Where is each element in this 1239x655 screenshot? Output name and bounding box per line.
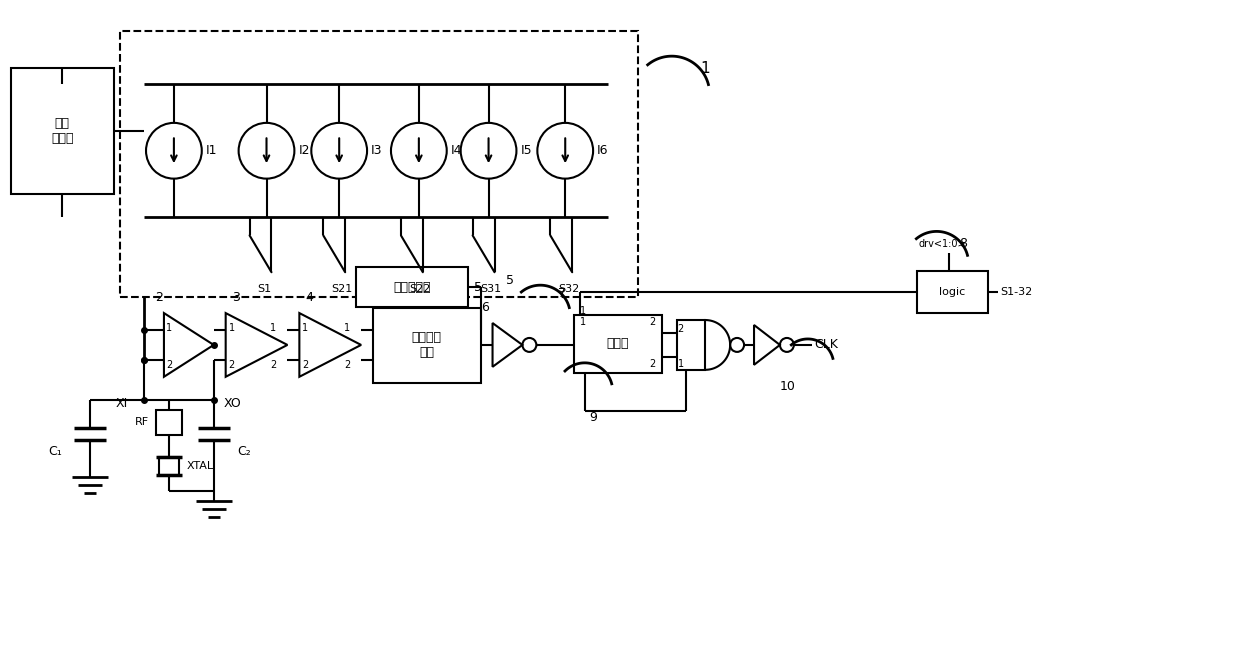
Text: 5: 5 bbox=[507, 274, 514, 287]
Text: 2: 2 bbox=[344, 360, 351, 370]
Bar bbox=[159, 457, 178, 476]
Text: 3: 3 bbox=[232, 291, 239, 304]
Text: 2: 2 bbox=[166, 360, 172, 370]
Bar bbox=[917, 271, 989, 313]
Text: 独立
电流源: 独立 电流源 bbox=[51, 117, 73, 145]
Text: 1: 1 bbox=[166, 323, 172, 333]
Bar bbox=[574, 315, 662, 373]
Text: 计数器: 计数器 bbox=[607, 337, 629, 350]
Text: XTAL: XTAL bbox=[187, 461, 214, 472]
Text: 9: 9 bbox=[590, 411, 597, 424]
Text: 1: 1 bbox=[678, 359, 684, 369]
Text: 2: 2 bbox=[302, 360, 309, 370]
Bar bbox=[120, 31, 638, 297]
Bar bbox=[356, 267, 467, 307]
Text: I2: I2 bbox=[299, 144, 310, 157]
Text: I1: I1 bbox=[206, 144, 217, 157]
Text: 2: 2 bbox=[228, 360, 234, 370]
Text: 1: 1 bbox=[580, 317, 586, 327]
Text: 10: 10 bbox=[779, 381, 795, 393]
Text: 2: 2 bbox=[649, 317, 655, 327]
Text: S31: S31 bbox=[481, 284, 502, 294]
Bar bbox=[676, 320, 705, 370]
Text: CLK: CLK bbox=[814, 339, 838, 352]
Text: S22: S22 bbox=[409, 284, 430, 294]
Text: 2: 2 bbox=[649, 359, 655, 369]
Text: S32: S32 bbox=[559, 284, 580, 294]
Text: 线性稳压器: 线性稳压器 bbox=[393, 281, 431, 293]
Text: 8: 8 bbox=[959, 237, 968, 250]
Text: 5: 5 bbox=[473, 281, 482, 293]
Text: S1: S1 bbox=[258, 284, 271, 294]
Text: I5: I5 bbox=[520, 144, 532, 157]
Text: I6: I6 bbox=[597, 144, 608, 157]
Text: XI: XI bbox=[115, 397, 128, 410]
Text: I3: I3 bbox=[370, 144, 383, 157]
Text: 1: 1 bbox=[228, 323, 234, 333]
Text: 2: 2 bbox=[678, 324, 684, 334]
Text: C₁: C₁ bbox=[48, 445, 62, 458]
Text: RF: RF bbox=[135, 417, 149, 426]
Text: XO: XO bbox=[224, 397, 242, 410]
Bar bbox=[11, 68, 114, 194]
Text: 6: 6 bbox=[481, 301, 488, 314]
Text: 1: 1 bbox=[302, 323, 309, 333]
Text: 1: 1 bbox=[580, 306, 586, 316]
Text: 2: 2 bbox=[270, 360, 276, 370]
Text: 1: 1 bbox=[344, 323, 351, 333]
Text: logic: logic bbox=[939, 287, 965, 297]
Bar bbox=[156, 409, 182, 434]
Text: 4: 4 bbox=[305, 291, 313, 304]
Text: 2: 2 bbox=[155, 291, 162, 304]
Text: C₂: C₂ bbox=[238, 445, 252, 458]
Text: S1-32: S1-32 bbox=[1000, 287, 1032, 297]
Text: 1: 1 bbox=[270, 323, 276, 333]
Bar bbox=[373, 308, 481, 383]
Text: 电平转换
电路: 电平转换 电路 bbox=[411, 331, 442, 360]
Text: I4: I4 bbox=[451, 144, 462, 157]
Text: S21: S21 bbox=[331, 284, 352, 294]
Text: 7: 7 bbox=[559, 287, 566, 299]
Text: drv<1:0>: drv<1:0> bbox=[919, 239, 966, 250]
Text: 1: 1 bbox=[700, 61, 710, 75]
